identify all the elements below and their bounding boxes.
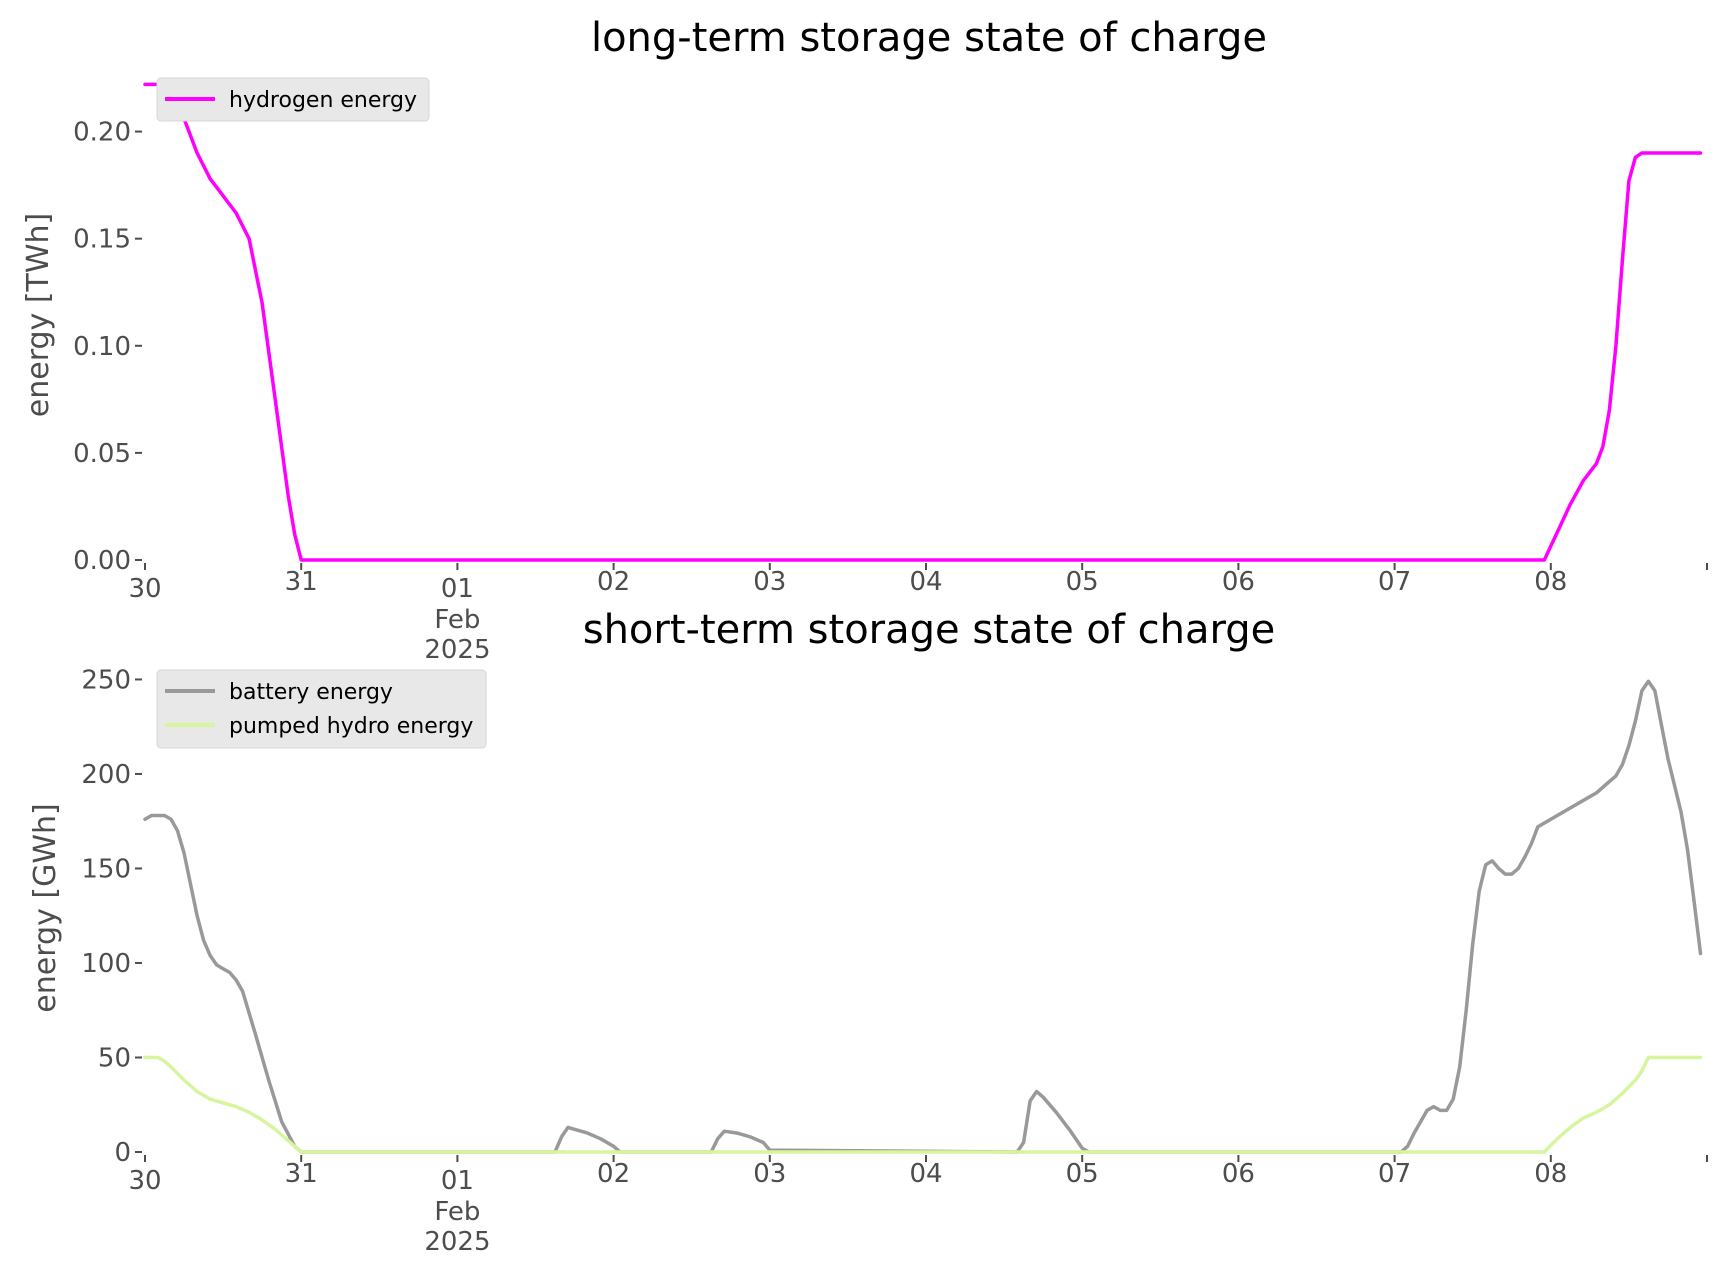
y-axis-label: energy [TWh] — [21, 213, 56, 417]
y-tick-label: 0.15 — [73, 225, 131, 255]
x-tick-label: 05 — [1066, 567, 1099, 597]
x-tick-sublabel-year: 2025 — [424, 1227, 490, 1257]
y-tick-label: 50 — [98, 1043, 131, 1073]
x-tick-label: 07 — [1378, 1159, 1411, 1189]
y-tick-label: 200 — [81, 760, 131, 790]
x-tick-label: 06 — [1222, 567, 1255, 597]
short-term-chart: short-term storage state of charge energ… — [28, 607, 1708, 1257]
x-tick-label: 03 — [753, 1159, 786, 1189]
legend-box — [156, 77, 430, 122]
series-line-hydrogen-energy — [143, 82, 1703, 562]
x-tick-label: 08 — [1534, 1159, 1567, 1189]
x-tick-label: 01 — [441, 1166, 474, 1196]
long-term-chart: long-term storage state of charge energy… — [21, 15, 1708, 665]
x-tick-label: 08 — [1534, 567, 1567, 597]
chart-title: short-term storage state of charge — [583, 607, 1276, 653]
chart-title: long-term storage state of charge — [591, 15, 1267, 61]
x-tick-label: 01 — [441, 574, 474, 604]
series-line-pumped-hydro-energy — [143, 1055, 1703, 1154]
series-line-battery-energy — [143, 679, 1703, 1154]
x-tick-sublabel-month: Feb — [434, 1197, 480, 1227]
x-tick-label: 04 — [909, 567, 942, 597]
y-tick-label: 150 — [81, 854, 131, 884]
x-tick-label: 31 — [285, 1159, 318, 1189]
x-tick-label: 05 — [1066, 1159, 1099, 1189]
y-tick-label: 250 — [81, 665, 131, 695]
y-tick-label: 0 — [114, 1138, 131, 1168]
x-tick-label: 07 — [1378, 567, 1411, 597]
x-tick-label: 06 — [1222, 1159, 1255, 1189]
y-tick-label: 0.05 — [73, 439, 131, 469]
x-tick-label: 31 — [285, 567, 318, 597]
plot-area — [143, 82, 1703, 562]
legend-label-battery-energy: battery energy — [229, 680, 393, 705]
x-tick-sublabel-year: 2025 — [424, 635, 490, 665]
legend-box — [156, 669, 487, 749]
x-tick-label: 04 — [909, 1159, 942, 1189]
x-tick-label: 30 — [128, 1166, 161, 1196]
y-tick-label: 0.00 — [73, 546, 131, 576]
legend-label-pumped-hydro-energy: pumped hydro energy — [229, 714, 473, 739]
x-tick-sublabel-month: Feb — [434, 605, 480, 635]
plot-area — [143, 679, 1703, 1154]
y-tick-label: 0.10 — [73, 332, 131, 362]
x-tick-label: 02 — [597, 1159, 630, 1189]
x-tick-label: 03 — [753, 567, 786, 597]
legend[interactable]: battery energy pumped hydro energy — [156, 669, 487, 749]
y-tick-label: 100 — [81, 949, 131, 979]
y-axis-label: energy [GWh] — [28, 803, 63, 1012]
legend-label-hydrogen-energy: hydrogen energy — [229, 88, 417, 113]
legend[interactable]: hydrogen energy — [156, 77, 430, 122]
x-tick-label: 02 — [597, 567, 630, 597]
y-tick-label: 0.20 — [73, 118, 131, 148]
y-axis: 0 50 100 150 200 250 — [81, 665, 142, 1168]
x-tick-label: 30 — [128, 574, 161, 604]
y-axis: 0.00 0.05 0.10 0.15 0.20 — [73, 118, 142, 576]
